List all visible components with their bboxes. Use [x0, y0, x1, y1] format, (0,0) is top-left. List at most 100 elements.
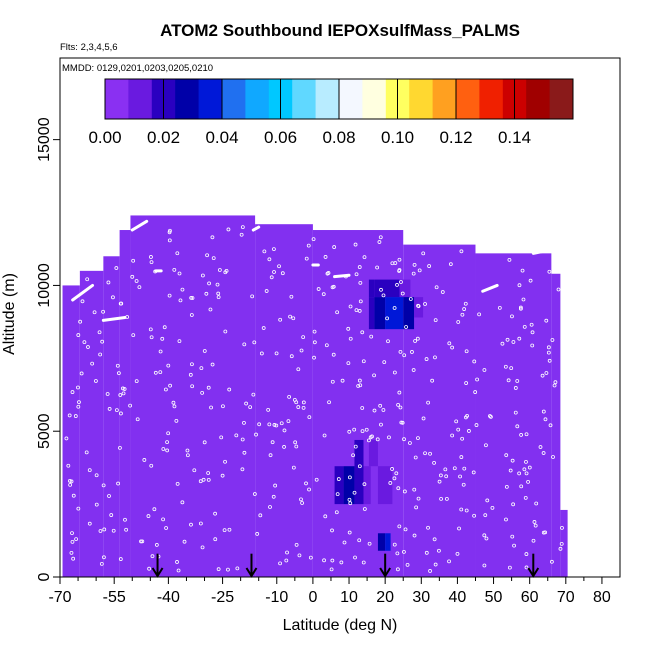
sample-point: [398, 405, 403, 410]
colorbar: 0.00 0.02 0.04 0.06 0.08 0.10 0.12 0.14: [88, 78, 574, 147]
sample-point: [66, 463, 71, 468]
sample-point: [397, 268, 402, 272]
sample-point: [69, 479, 74, 484]
sample-point: [416, 496, 421, 501]
sample-point: [347, 497, 352, 502]
colorbar-swatch: [222, 79, 246, 119]
sample-point: [269, 275, 274, 280]
sample-point: [439, 497, 444, 501]
sample-point: [510, 534, 515, 539]
sample-point: [381, 408, 386, 412]
sample-point: [364, 427, 369, 432]
sample-point: [118, 445, 122, 450]
sample-point: [426, 400, 431, 405]
sample-point: [427, 264, 432, 268]
sample-point: [264, 289, 269, 293]
sample-point: [254, 432, 258, 437]
sample-point: [128, 403, 133, 408]
sample-point: [164, 387, 168, 392]
sample-point: [504, 453, 509, 458]
sample-point: [268, 453, 273, 458]
sample-point: [472, 513, 477, 518]
sample-point: [513, 386, 518, 390]
sample-point: [149, 463, 154, 468]
sample-point: [513, 410, 518, 415]
sample-point: [507, 257, 512, 262]
sample-point: [215, 282, 220, 287]
sample-point: [235, 566, 240, 571]
sample-point: [119, 411, 123, 416]
sample-point: [399, 280, 403, 284]
sample-point: [114, 266, 119, 270]
sample-point: [198, 521, 203, 526]
flight-track-6: [333, 273, 351, 279]
sample-point: [367, 438, 371, 443]
sample-point: [304, 481, 308, 486]
sample-point: [272, 247, 276, 251]
sample-point: [161, 447, 166, 451]
sample-point: [559, 541, 564, 546]
sample-point: [412, 487, 417, 492]
sample-point: [382, 360, 387, 364]
sample-point: [455, 551, 460, 556]
sample-point: [459, 507, 464, 512]
sample-point: [395, 283, 399, 287]
sample-point: [287, 394, 292, 399]
sample-point: [73, 414, 78, 418]
sample-point: [471, 470, 476, 475]
sample-point: [252, 340, 257, 345]
sample-point: [124, 527, 129, 532]
sample-point: [392, 370, 397, 375]
flight-track-2: [130, 219, 149, 232]
sample-point: [223, 329, 228, 334]
sample-point: [158, 370, 163, 374]
sample-point: [258, 513, 263, 518]
sample-point: [296, 367, 301, 372]
sample-point: [459, 455, 464, 459]
sample-point: [519, 484, 524, 489]
sample-point: [211, 256, 216, 261]
sample-point: [118, 301, 123, 306]
sample-point: [271, 494, 276, 499]
sample-point: [174, 418, 179, 423]
x-tick-label: -40: [157, 589, 180, 606]
sample-point: [85, 277, 90, 282]
sample-point: [86, 345, 90, 349]
sample-point: [552, 383, 557, 388]
sample-point: [190, 362, 194, 367]
sample-point: [550, 338, 555, 342]
sample-point: [67, 413, 72, 418]
sample-point: [286, 419, 291, 424]
sample-point: [288, 314, 292, 319]
colorbar-tick-label: 0.10: [381, 128, 414, 147]
sample-point: [472, 359, 477, 364]
sample-point: [175, 481, 180, 486]
arrow-markers: [151, 553, 540, 578]
sample-point: [171, 400, 176, 405]
sample-point: [201, 477, 206, 482]
sample-point: [353, 555, 357, 560]
sample-point: [405, 562, 410, 567]
sample-point: [392, 476, 397, 481]
colorbar-swatch: [292, 79, 317, 119]
sample-point: [301, 405, 306, 410]
sample-point: [209, 405, 213, 410]
sample-point: [259, 351, 264, 356]
sample-point: [123, 517, 127, 522]
sample-point: [202, 440, 207, 445]
sample-point: [172, 267, 177, 272]
sample-point: [378, 403, 383, 408]
sample-point: [339, 560, 344, 565]
arrow-head: [527, 567, 540, 578]
sample-point: [122, 387, 127, 391]
sample-point: [459, 249, 464, 254]
highlight-cell-14: [377, 533, 386, 551]
sample-point: [70, 390, 75, 394]
sample-point: [210, 362, 215, 367]
sample-point: [323, 514, 328, 519]
sample-point: [272, 270, 276, 274]
plot-frame: [59, 57, 621, 578]
sample-point: [484, 443, 488, 448]
sample-point: [216, 567, 221, 572]
sample-point: [308, 555, 313, 560]
